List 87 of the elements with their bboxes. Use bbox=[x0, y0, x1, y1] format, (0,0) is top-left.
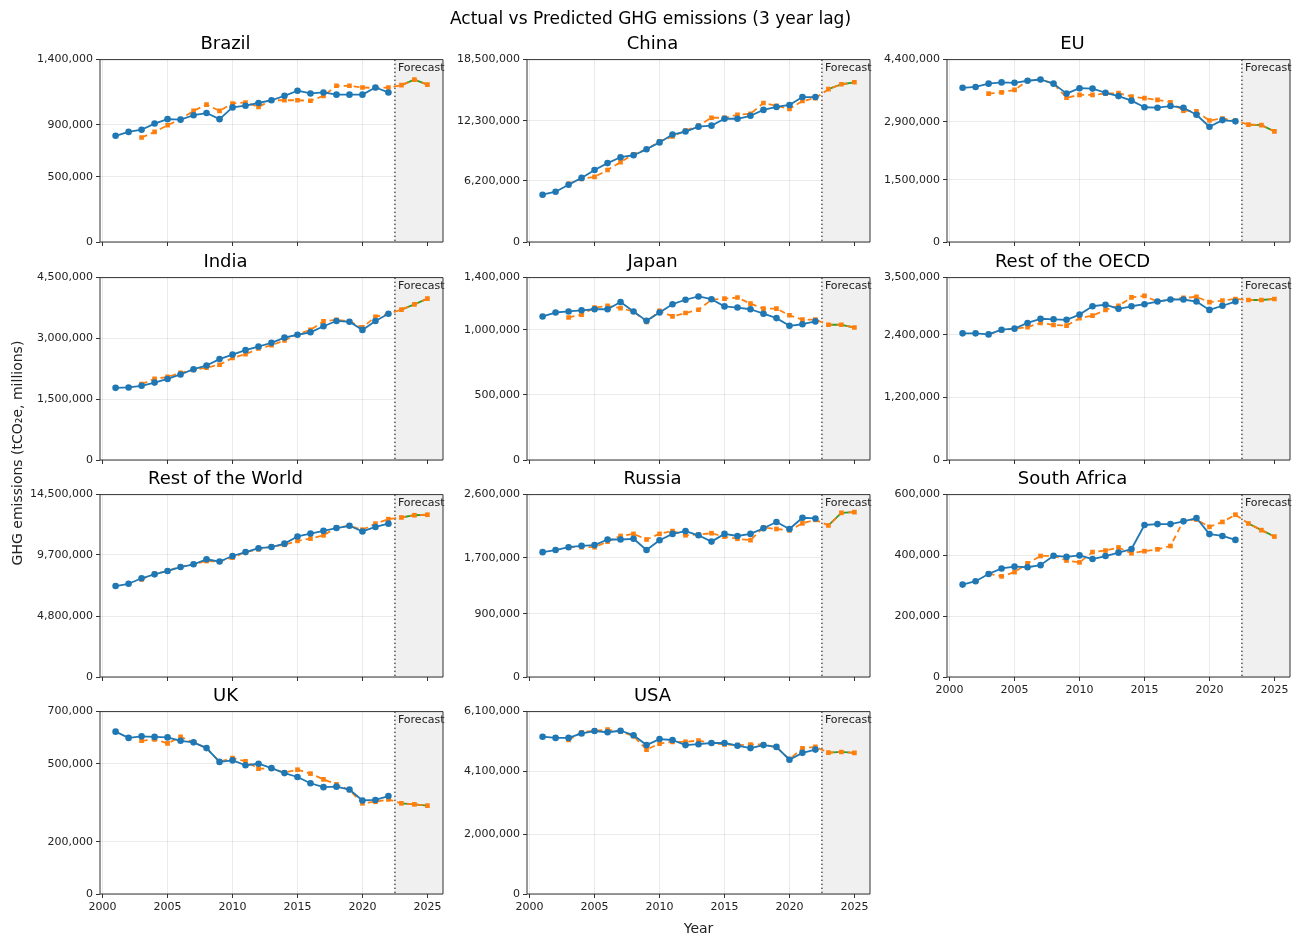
y-tick-label: 4,800,000 bbox=[37, 609, 93, 623]
x-tick-label: 2015 bbox=[710, 900, 739, 914]
band-label: Forecast bbox=[824, 60, 873, 74]
band-label: Forecast bbox=[1244, 60, 1293, 74]
x-tick-label: 2000 bbox=[88, 900, 117, 914]
x-tick-label: 2005 bbox=[153, 900, 182, 914]
y-tick-label: 4,400,000 bbox=[884, 52, 940, 66]
y-tick-label: 14,500,000 bbox=[30, 487, 93, 501]
x-axis-title: Year bbox=[682, 920, 714, 934]
y-tick-label: 1,400,000 bbox=[37, 52, 93, 66]
y-tick-label: 3,000,000 bbox=[37, 331, 93, 345]
y-tick-label: 0 bbox=[513, 452, 520, 466]
y-tick-label: 12,300,000 bbox=[457, 113, 520, 127]
chart-title: China bbox=[626, 32, 679, 54]
y-tick-label: 0 bbox=[513, 234, 520, 248]
x-tick-label: 2005 bbox=[1000, 683, 1029, 697]
chart-title: South Africa bbox=[1017, 467, 1128, 489]
chart-title: Rest of the World bbox=[148, 467, 303, 489]
chart-title: EU bbox=[1060, 32, 1085, 54]
band-label: Forecast bbox=[1244, 278, 1293, 292]
y-tick-label: 0 bbox=[86, 234, 93, 248]
y-tick-label: 2,000,000 bbox=[464, 827, 520, 841]
y-tick-label: 1,000,000 bbox=[464, 322, 520, 336]
y-tick-label: 0 bbox=[933, 669, 940, 683]
x-tick-label: 2000 bbox=[935, 683, 964, 697]
x-tick-label: 2025 bbox=[413, 900, 442, 914]
x-tick-label: 2015 bbox=[283, 900, 312, 914]
y-tick-label: 900,000 bbox=[474, 606, 520, 620]
y-tick-label: 0 bbox=[86, 669, 93, 683]
x-tick-label: 2010 bbox=[1065, 683, 1094, 697]
chart-title: Rest of the OECD bbox=[994, 250, 1151, 272]
y-axis-title: GHG emissions (tCO₂e, millions) bbox=[8, 339, 26, 568]
text: Actual vs Predicted GHG emissions (3 year lag) bbox=[448, 8, 853, 28]
x-tick-label: 2020 bbox=[348, 900, 377, 914]
y-tick-label: 4,100,000 bbox=[464, 764, 520, 778]
x-tick-label: 2020 bbox=[1195, 683, 1224, 697]
x-tick-label: 2025 bbox=[1260, 683, 1289, 697]
y-tick-label: 18,500,000 bbox=[457, 52, 520, 66]
x-tick-label: 2010 bbox=[218, 900, 247, 914]
y-tick-label: 900,000 bbox=[47, 117, 93, 131]
y-tick-label: 2,600,000 bbox=[464, 487, 520, 501]
chart-title: Brazil bbox=[200, 32, 251, 54]
y-tick-label: 6,200,000 bbox=[464, 173, 520, 187]
x-tick-label: 2005 bbox=[580, 900, 609, 914]
y-tick-label: 0 bbox=[86, 886, 93, 900]
band-label: Forecast bbox=[824, 495, 873, 509]
x-tick-label: 2010 bbox=[645, 900, 674, 914]
y-tick-label: 0 bbox=[86, 452, 93, 466]
band-label: Forecast bbox=[397, 60, 446, 74]
y-tick-label: 3,500,000 bbox=[884, 270, 940, 284]
band-label: Forecast bbox=[397, 495, 446, 509]
y-tick-label: 500,000 bbox=[47, 169, 93, 183]
band-label: Forecast bbox=[824, 278, 873, 292]
chart-title: USA bbox=[633, 684, 672, 706]
y-tick-label: 0 bbox=[513, 886, 520, 900]
y-tick-label: 2,900,000 bbox=[884, 114, 940, 128]
y-tick-label: 500,000 bbox=[47, 756, 93, 770]
y-tick-label: 0 bbox=[513, 669, 520, 683]
chart-title: UK bbox=[213, 684, 240, 706]
chart-title: Russia bbox=[623, 467, 682, 489]
band-label: Forecast bbox=[397, 278, 446, 292]
x-tick-label: 2000 bbox=[515, 900, 544, 914]
y-tick-label: 200,000 bbox=[47, 834, 93, 848]
y-tick-label: 1,700,000 bbox=[464, 550, 520, 564]
y-tick-label: 1,500,000 bbox=[37, 392, 93, 406]
x-tick-label: 2020 bbox=[775, 900, 804, 914]
chart-title: India bbox=[203, 250, 248, 272]
y-tick-label: 6,100,000 bbox=[464, 704, 520, 718]
y-tick-label: 400,000 bbox=[894, 548, 940, 562]
y-tick-label: 0 bbox=[933, 452, 940, 466]
x-tick-label: 2015 bbox=[1130, 683, 1159, 697]
chart-title: Japan bbox=[626, 250, 678, 272]
y-tick-label: 1,400,000 bbox=[464, 270, 520, 284]
y-tick-label: 600,000 bbox=[894, 487, 940, 501]
y-tick-label: 1,500,000 bbox=[884, 172, 940, 186]
x-tick-label: 2025 bbox=[840, 900, 869, 914]
y-tick-label: 1,200,000 bbox=[884, 390, 940, 404]
y-tick-label: 200,000 bbox=[894, 609, 940, 623]
band-label: Forecast bbox=[397, 712, 446, 726]
y-tick-label: 4,500,000 bbox=[37, 270, 93, 284]
y-tick-label: 2,400,000 bbox=[884, 327, 940, 341]
y-tick-label: 9,700,000 bbox=[37, 547, 93, 561]
band-label: Forecast bbox=[1244, 495, 1293, 509]
band-label: Forecast bbox=[824, 712, 873, 726]
y-tick-label: 0 bbox=[933, 234, 940, 248]
y-tick-label: 700,000 bbox=[47, 704, 93, 718]
y-tick-label: 500,000 bbox=[474, 387, 520, 401]
